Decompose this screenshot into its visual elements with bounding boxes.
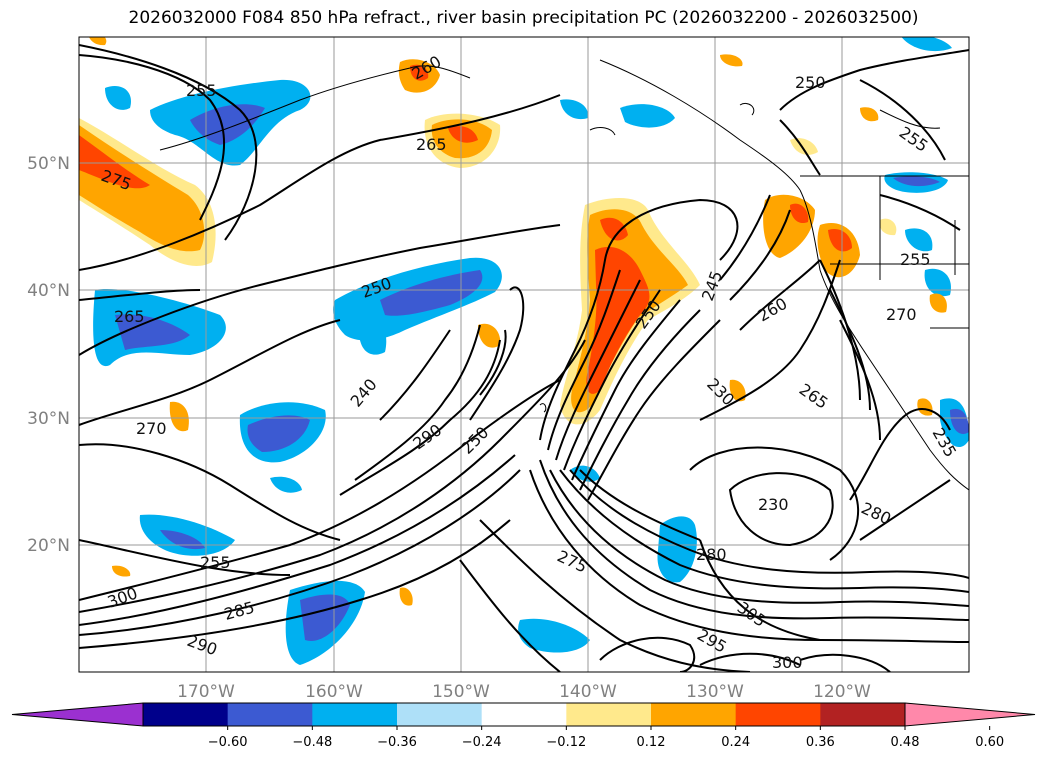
colorbar-tick-label: 0.12 (637, 735, 666, 750)
colorbar-segment (735, 703, 821, 726)
colorbar-segment (312, 703, 398, 726)
map-title: 2026032000 F084 850 hPa refract., river … (128, 8, 919, 28)
colorbar-outline (142, 702, 906, 727)
colorbar-segment (397, 703, 483, 726)
coastlines (159, 59, 969, 491)
longitude-labels: 170°W 160°W 150°W 140°W 130°W 120°W (177, 682, 871, 702)
contour-label: 265 (114, 307, 145, 326)
colorbar-tick-label: 0.36 (806, 735, 835, 750)
contour-label: 280 (696, 545, 727, 564)
colorbar: −0.60 −0.48 −0.36 −0.24 −0.12 0.12 0.24 0.36 0.4… (11, 702, 1036, 750)
contour-label: 270 (136, 419, 167, 438)
colorbar-tick-label: −0.60 (208, 735, 248, 750)
colorbar-tick-label: −0.36 (377, 735, 417, 750)
colorbar-extend-high (904, 702, 1036, 727)
gridlines (79, 37, 969, 672)
colorbar-extend-low (11, 702, 144, 727)
colorbar-segment (566, 703, 652, 726)
colorbar-segment (143, 703, 229, 726)
contour-label: 255 (186, 81, 217, 100)
lat-label: 20°N (27, 536, 70, 556)
contour-label: 250 (795, 73, 826, 92)
contour-label: 270 (886, 305, 917, 324)
colorbar-segment (227, 703, 313, 726)
contour-label: 300 (772, 653, 803, 672)
colorbar-segment (651, 703, 737, 726)
colorbar-tick-label: 0.24 (721, 735, 750, 750)
lon-label: 170°W (177, 682, 235, 702)
contour-label: 255 (200, 553, 231, 572)
lat-label: 50°N (27, 154, 70, 174)
colorbar-tick-label: 0.48 (891, 735, 920, 750)
latitude-labels: 50°N 40°N 30°N 20°N (27, 154, 70, 556)
colorbar-tick-label: 0.60 (975, 735, 1004, 750)
plot-border (78, 36, 970, 673)
refractivity-contours (79, 44, 969, 672)
colorbar-segment (820, 703, 906, 726)
colorbar-tick-label: −0.48 (292, 735, 332, 750)
borders (800, 175, 969, 329)
lon-label: 160°W (305, 682, 363, 702)
contour-label: 265 (416, 135, 447, 154)
colorbar-segment (481, 703, 567, 726)
lon-label: 120°W (813, 682, 871, 702)
lon-label: 130°W (686, 682, 744, 702)
colorbar-tick-label: −0.12 (546, 735, 586, 750)
contour-label: 255 (900, 250, 931, 269)
lat-label: 40°N (27, 281, 70, 301)
lon-label: 140°W (559, 682, 617, 702)
lat-label: 30°N (27, 409, 70, 429)
colorbar-tick-label: −0.24 (462, 735, 502, 750)
lon-label: 150°W (432, 682, 490, 702)
contour-label: 230 (758, 495, 789, 514)
